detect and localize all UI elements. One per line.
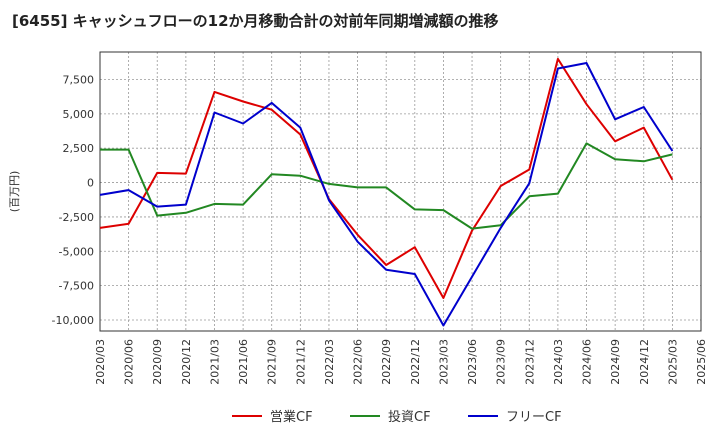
x-tick-label: 2023/09 <box>495 339 508 385</box>
x-tick-label: 2023/03 <box>437 339 450 385</box>
x-tick-label: 2024/09 <box>609 339 622 385</box>
x-tick-label: 2020/09 <box>151 339 164 385</box>
y-tick-label: 2,500 <box>63 142 95 155</box>
grid-layer <box>100 52 701 331</box>
plot-area <box>99 51 702 332</box>
series-line-2 <box>100 142 673 230</box>
x-tick-label: 2022/03 <box>323 339 336 385</box>
y-tick-label: 7,500 <box>63 73 95 86</box>
legend-label: 投資CF <box>388 409 431 425</box>
x-tick-label: 2024/12 <box>638 339 651 385</box>
x-tick-label: 2023/12 <box>523 339 536 385</box>
axes-layer: 2020/03 2020/06 2020/09 2020/12 2021/03 2021/… <box>52 51 708 385</box>
x-tick-label: 2020/12 <box>180 339 193 385</box>
x-tick-label: 2023/06 <box>466 339 479 385</box>
legend: 営業CF 投資CF フリーCF <box>232 409 562 425</box>
x-tick-label: 2025/03 <box>666 339 679 385</box>
x-tick-label: 2022/12 <box>409 339 422 385</box>
y-tick-label: -7,500 <box>59 280 94 293</box>
y-tick-label: -2,500 <box>59 211 94 224</box>
x-tick-label: 2021/09 <box>266 339 279 385</box>
x-tick-label: 2024/06 <box>581 339 594 385</box>
x-tick-label: 2025/06 <box>695 339 708 385</box>
legend-item-1: 営業CF <box>232 409 313 425</box>
legend-label: フリーCF <box>506 410 562 425</box>
y-tick-label: -5,000 <box>59 245 94 258</box>
series-line-3 <box>99 62 674 327</box>
series-line-1 <box>99 57 674 299</box>
legend-item-3: フリーCF <box>468 410 562 425</box>
x-tick-label: 2020/03 <box>94 339 107 385</box>
y-tick-label: 0 <box>87 177 94 190</box>
legend-label: 営業CF <box>270 409 313 425</box>
x-tick-label: 2021/06 <box>237 339 250 385</box>
y-tick-label: 5,000 <box>63 108 95 121</box>
x-tick-label: 2021/12 <box>294 339 307 385</box>
y-tick-label: -10,000 <box>52 314 94 327</box>
x-tick-label: 2022/09 <box>380 339 393 385</box>
x-tick-label: 2024/03 <box>552 339 565 385</box>
x-tick-label: 2022/06 <box>352 339 365 385</box>
y-axis-label: (百万円) <box>8 171 21 213</box>
legend-item-2: 投資CF <box>350 409 431 425</box>
x-tick-label: 2020/06 <box>123 339 136 385</box>
x-tick-label: 2021/03 <box>208 339 221 385</box>
series-layer <box>99 57 674 327</box>
chart-title: [6455] キャッシュフローの12か月移動合計の対前年同期増減額の推移 <box>12 12 499 30</box>
